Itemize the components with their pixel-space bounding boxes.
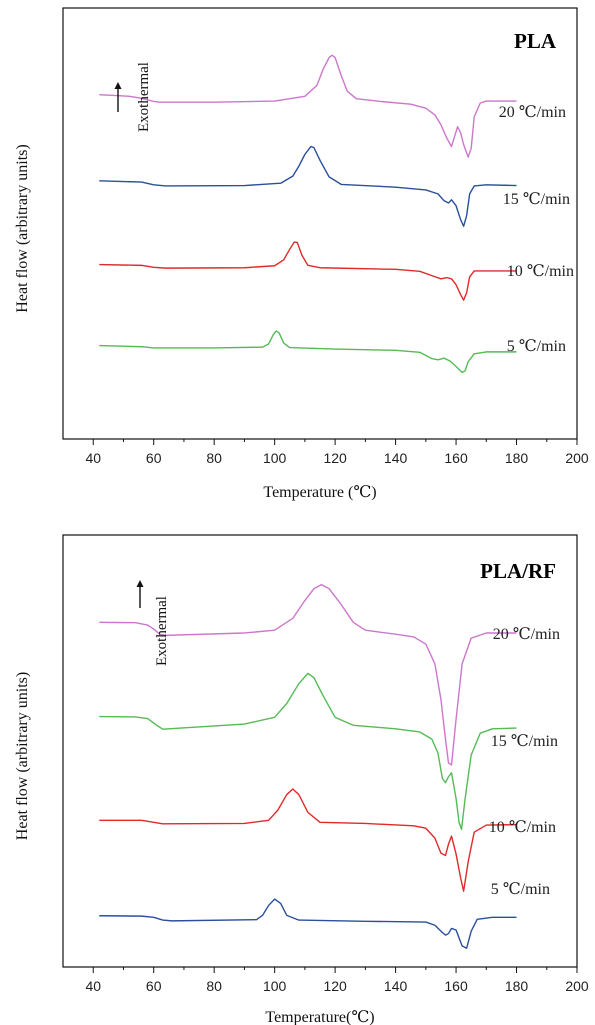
x-axis-label: Temperature (℃)	[263, 484, 376, 501]
series-label-0: 20 ℃/min	[493, 626, 560, 643]
x-tick-label: 100	[263, 978, 287, 994]
y-axis-label: Heat flow (arbitrary units)	[14, 144, 31, 312]
series-label-0: 20 ℃/min	[499, 104, 566, 121]
panel-pla: 40 60 80 100 120 140 160 180 200 20 ℃/min 15 ℃/mi…	[14, 7, 589, 501]
plot-frame	[62, 534, 578, 968]
series-label-1: 15 ℃/min	[503, 191, 570, 208]
plot-frame	[62, 7, 578, 440]
x-axis-ticks: 40 60 80 100 120 140 160 180 200	[85, 967, 589, 994]
series-group: 20 ℃/min 15 ℃/min 10 ℃/min 5 ℃/min	[99, 583, 560, 949]
series-label-1: 15 ℃/min	[491, 733, 558, 750]
x-tick-label: 140	[384, 978, 408, 994]
x-tick-label: 200	[565, 450, 589, 466]
x-axis-label: Temperature(℃)	[265, 1009, 374, 1025]
series-label-2: 10 ℃/min	[489, 819, 556, 836]
x-tick-label: 120	[323, 450, 347, 466]
x-tick-label: 60	[146, 450, 162, 466]
series-line-3	[99, 330, 517, 374]
series-group: 20 ℃/min 15 ℃/min 10 ℃/min 5 ℃/min	[99, 54, 574, 374]
x-tick-label: 40	[85, 978, 101, 994]
exothermal-indicator: Exothermal	[114, 62, 152, 132]
x-tick-label: 140	[384, 450, 408, 466]
arrow-head-icon	[114, 82, 122, 89]
series-label-3: 5 ℃/min	[507, 338, 566, 355]
x-tick-label: 80	[206, 450, 222, 466]
series-label-3: 5 ℃/min	[491, 881, 550, 898]
panel-title: PLA/RF	[480, 559, 556, 583]
series-line-0	[99, 54, 517, 158]
x-tick-label: 120	[323, 978, 347, 994]
x-tick-label: 80	[206, 978, 222, 994]
series-line-3	[99, 898, 517, 949]
x-tick-label: 180	[505, 978, 529, 994]
x-tick-label: 180	[505, 450, 529, 466]
x-tick-label: 160	[444, 450, 468, 466]
exothermal-label: Exothermal	[136, 62, 152, 132]
series-label-2: 10 ℃/min	[507, 263, 574, 280]
x-axis-ticks: 40 60 80 100 120 140 160 180 200	[85, 439, 589, 466]
exothermal-indicator: Exothermal	[136, 580, 170, 666]
series-line-2	[99, 788, 517, 892]
x-tick-label: 160	[444, 978, 468, 994]
x-tick-label: 200	[565, 978, 589, 994]
series-line-1	[99, 145, 517, 227]
x-tick-label: 60	[146, 978, 162, 994]
panel-pla-rf: 40 60 80 100 120 140 160 180 200 20 ℃/min 15 ℃/mi…	[14, 534, 589, 1025]
x-tick-label: 100	[263, 450, 287, 466]
series-line-0	[99, 583, 517, 766]
panel-title: PLA	[514, 29, 557, 53]
exothermal-label: Exothermal	[154, 596, 170, 666]
series-line-2	[99, 241, 517, 301]
y-axis-label: Heat flow (arbitrary units)	[14, 672, 31, 840]
series-line-1	[99, 672, 517, 831]
arrow-head-icon	[136, 580, 144, 587]
x-tick-label: 40	[85, 450, 101, 466]
